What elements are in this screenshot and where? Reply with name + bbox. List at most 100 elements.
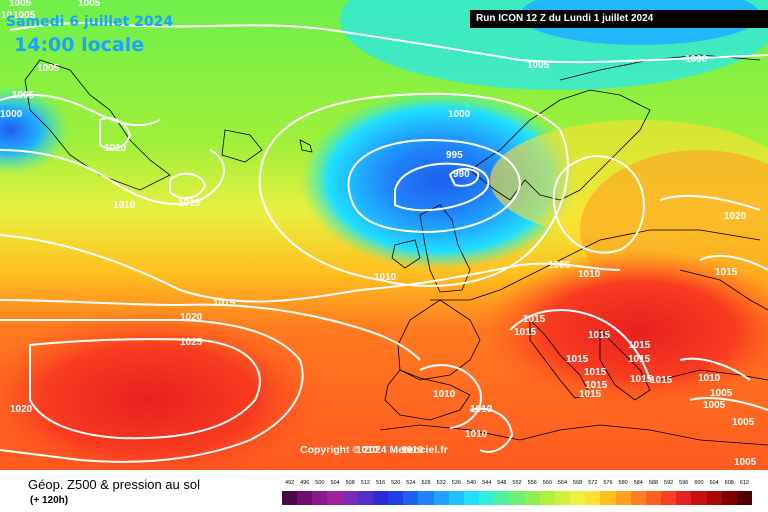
isobar-label: 1015: [715, 267, 738, 278]
legend-value-label: 572: [588, 480, 598, 486]
legend-value-label: 608: [724, 480, 734, 486]
isobar-label: 1015: [628, 340, 651, 351]
legend-color-swatch: [630, 491, 647, 505]
forecast-lead-time: (+ 120h): [30, 495, 69, 506]
isobar-label: 1025: [180, 337, 203, 348]
isobar-label: 1015: [650, 375, 673, 386]
isobar-1010-west: [0, 149, 225, 205]
isobar-1005-africa: [469, 407, 514, 453]
isobar-label: 1010: [113, 200, 136, 211]
low-pressure-core-field: [300, 90, 580, 270]
isobar-label: 1010: [433, 389, 456, 400]
legend-value-label: 512: [360, 480, 370, 486]
isobar-1010-east: [679, 357, 751, 381]
map-svg: 1005 1005 1005 1005 10 1005 1000 1010 10…: [0, 0, 768, 470]
isobar-label: 990: [453, 169, 470, 180]
isobar-label: 1010: [356, 445, 379, 456]
isobar-1005-north: [9, 21, 768, 64]
legend-value-label: 540: [466, 480, 477, 486]
legend-color-swatch: [357, 491, 374, 505]
legend-color-swatch: [585, 491, 601, 505]
isobar-label: 1015: [579, 389, 602, 400]
legend-color-swatch: [661, 491, 677, 505]
isobar-label: 1005: [710, 388, 733, 399]
turkey-coast: [659, 369, 768, 381]
legend-value-label: 516: [375, 480, 386, 486]
legend-value-label: 496: [300, 480, 310, 486]
legend-value-label: 552: [512, 480, 522, 486]
model-run-banner: Run ICON 12 Z du Lundi 1 juillet 2024: [470, 10, 768, 28]
legend-color-swatch: [327, 491, 344, 505]
isobar-label: 1010: [401, 445, 424, 456]
legend-color-swatch: [388, 491, 404, 505]
isobar-1020-east: [659, 194, 761, 211]
legend-value-label: 532: [436, 480, 446, 486]
isobar-label: 1005: [13, 10, 36, 21]
legend-color-swatch: [342, 491, 359, 505]
european-plain-coast: [430, 229, 761, 301]
legend-value-label: 564: [557, 480, 568, 486]
isobar-1015-small: [169, 172, 207, 200]
north-africa-coast: [379, 424, 768, 446]
isobar-label: 995: [446, 150, 463, 161]
legend-value-label: 592: [664, 480, 674, 486]
copyright-notice: Copyright © 2024 Meteociel.fr: [300, 444, 448, 456]
legend-color-swatch: [509, 491, 526, 505]
isobar-label: 1000: [448, 109, 471, 120]
isobar-label: 1005: [548, 260, 571, 271]
isobar-1015-italy: [509, 309, 651, 381]
isobar-1020-atlantic: [0, 318, 304, 463]
black-sea-coast: [679, 269, 768, 311]
legend-value-label: 584: [633, 480, 643, 486]
isobar-1010-iberia: [419, 364, 482, 429]
legend-color-swatch: [372, 491, 389, 505]
isobar-1015-east: [699, 254, 768, 271]
legend-value-label: 508: [345, 480, 355, 486]
isobar-label: 1020: [10, 404, 33, 415]
isobar-label: 1010: [465, 429, 488, 440]
legend-color-swatch: [282, 491, 298, 505]
legend-color-swatch: [312, 491, 328, 505]
isobar-label: 1010: [578, 269, 601, 280]
legend-value-label: 492: [284, 480, 295, 486]
balkans-coast: [599, 329, 651, 401]
italy-coast: [529, 319, 591, 399]
isobar-1005-west: [0, 93, 161, 127]
isobar-label: 1020: [724, 211, 747, 222]
isobar-label: 1010: [470, 404, 493, 415]
legend-color-swatch: [494, 491, 510, 505]
isobar-label: 1020: [180, 312, 203, 323]
isobar-label: 1005: [734, 457, 757, 468]
legend-value-label: 520: [391, 480, 401, 486]
isobar-label: 1015: [178, 198, 201, 209]
isobar-label: 1005: [732, 417, 755, 428]
isobar-995: [394, 162, 490, 212]
legend-color-swatch: [676, 491, 692, 505]
isobar-1005-ridge: [552, 155, 645, 254]
isobar-label: 1015: [585, 380, 608, 391]
isobar-1010-greenland: [99, 117, 132, 150]
west-low-field: [0, 85, 70, 175]
weather-map: 1005 1005 1005 1005 10 1005 1000 1010 10…: [0, 0, 768, 470]
isobar-label: 1005: [9, 0, 32, 9]
legend-color-swatch: [615, 491, 632, 505]
isobar-1010-mid: [0, 234, 621, 303]
legend-value-label: 560: [542, 480, 552, 486]
legend-color-swatch: [418, 491, 435, 505]
isobar-label: 1005: [37, 63, 60, 74]
legend-value-label: 544: [482, 480, 492, 486]
isobar-label: 1010: [104, 143, 127, 154]
isobar-label: 1010: [374, 272, 397, 283]
legend-color-swatch: [600, 491, 617, 505]
color-scale-legend: 492 496 500 504 508 512 516 520 524 528 532 536 540 5…: [282, 477, 753, 509]
legend-value-label: 536: [451, 480, 461, 486]
legend-color-swatch: [524, 491, 541, 505]
isobar-1005: [258, 92, 569, 287]
isobar-label: 1015: [566, 354, 589, 365]
legend-value-label: 524: [406, 480, 416, 486]
ireland-coast: [391, 239, 421, 269]
isobar-label: 1000: [0, 109, 23, 120]
legend-color-swatch: [297, 491, 313, 505]
legend-value-label: 596: [679, 480, 689, 486]
chart-caption: Géop. Z500 & pression au sol: [28, 477, 200, 492]
